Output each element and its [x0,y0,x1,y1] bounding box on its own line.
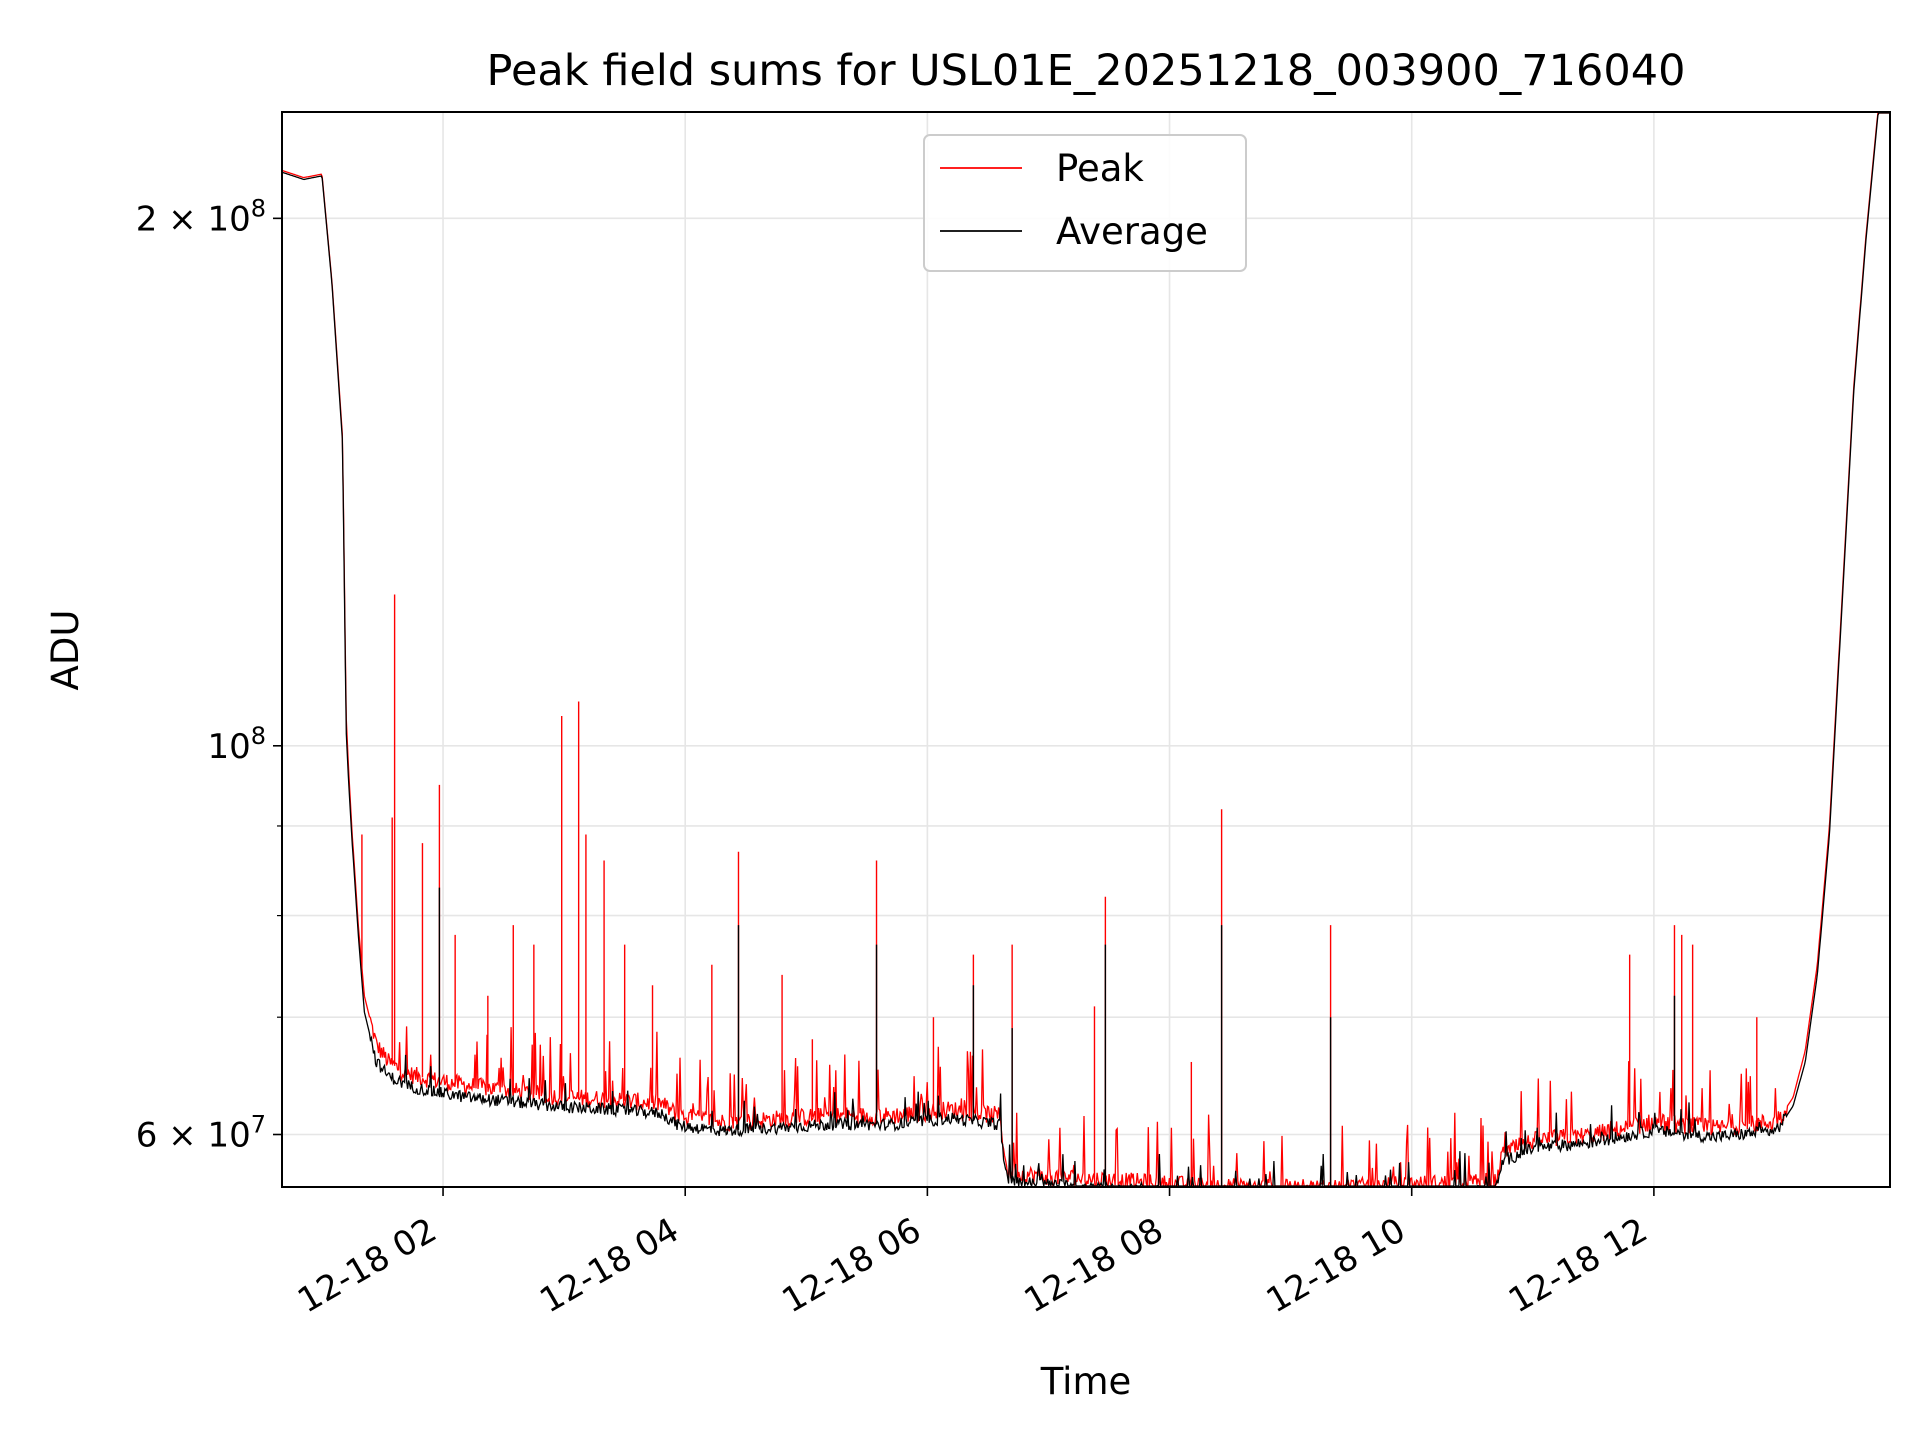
grid [282,112,1890,1187]
series-line-average [281,112,1890,1188]
series-peak [281,112,1890,1189]
y-axis-label: ADU [44,610,87,691]
x-tick-label: 12-18 06 [775,1210,927,1321]
y-tick-label: 108 [207,722,266,767]
legend-label-peak: Peak [1056,147,1144,190]
x-axis-label: Time [1040,1360,1132,1403]
y-tick-mantissa: 10 [207,727,250,767]
x-tick-label: 12-18 12 [1502,1210,1654,1321]
series-layer [281,112,1890,1189]
x-tick-label: 12-18 02 [291,1210,443,1321]
y-tick-exponent: 8 [251,722,266,750]
x-tick-label: 12-18 10 [1260,1210,1412,1321]
series-average [281,112,1890,1188]
series-line-peak [281,112,1890,1189]
plot-frame [281,111,1891,1188]
y-tick-mantissa: 6 × 10 [136,1116,251,1156]
y-tick-label: 2 × 108 [136,194,266,239]
chart-title: Peak field sums for USL01E_20251218_0039… [487,46,1686,96]
y-tick-exponent: 8 [251,194,266,222]
legend: Peak Average [923,134,1247,272]
x-tick-label: 12-18 04 [533,1210,685,1321]
legend-box [923,134,1247,272]
ticks: 12-18 02 12-18 04 12-18 06 12-18 08 12-18 10… [136,194,1655,1321]
legend-label-average: Average [1056,210,1208,253]
y-tick-exponent: 7 [251,1111,266,1139]
y-tick-mantissa: 2 × 10 [136,199,251,239]
x-tick-label: 12-18 08 [1018,1210,1170,1321]
y-tick-label: 6 × 107 [136,1111,266,1156]
